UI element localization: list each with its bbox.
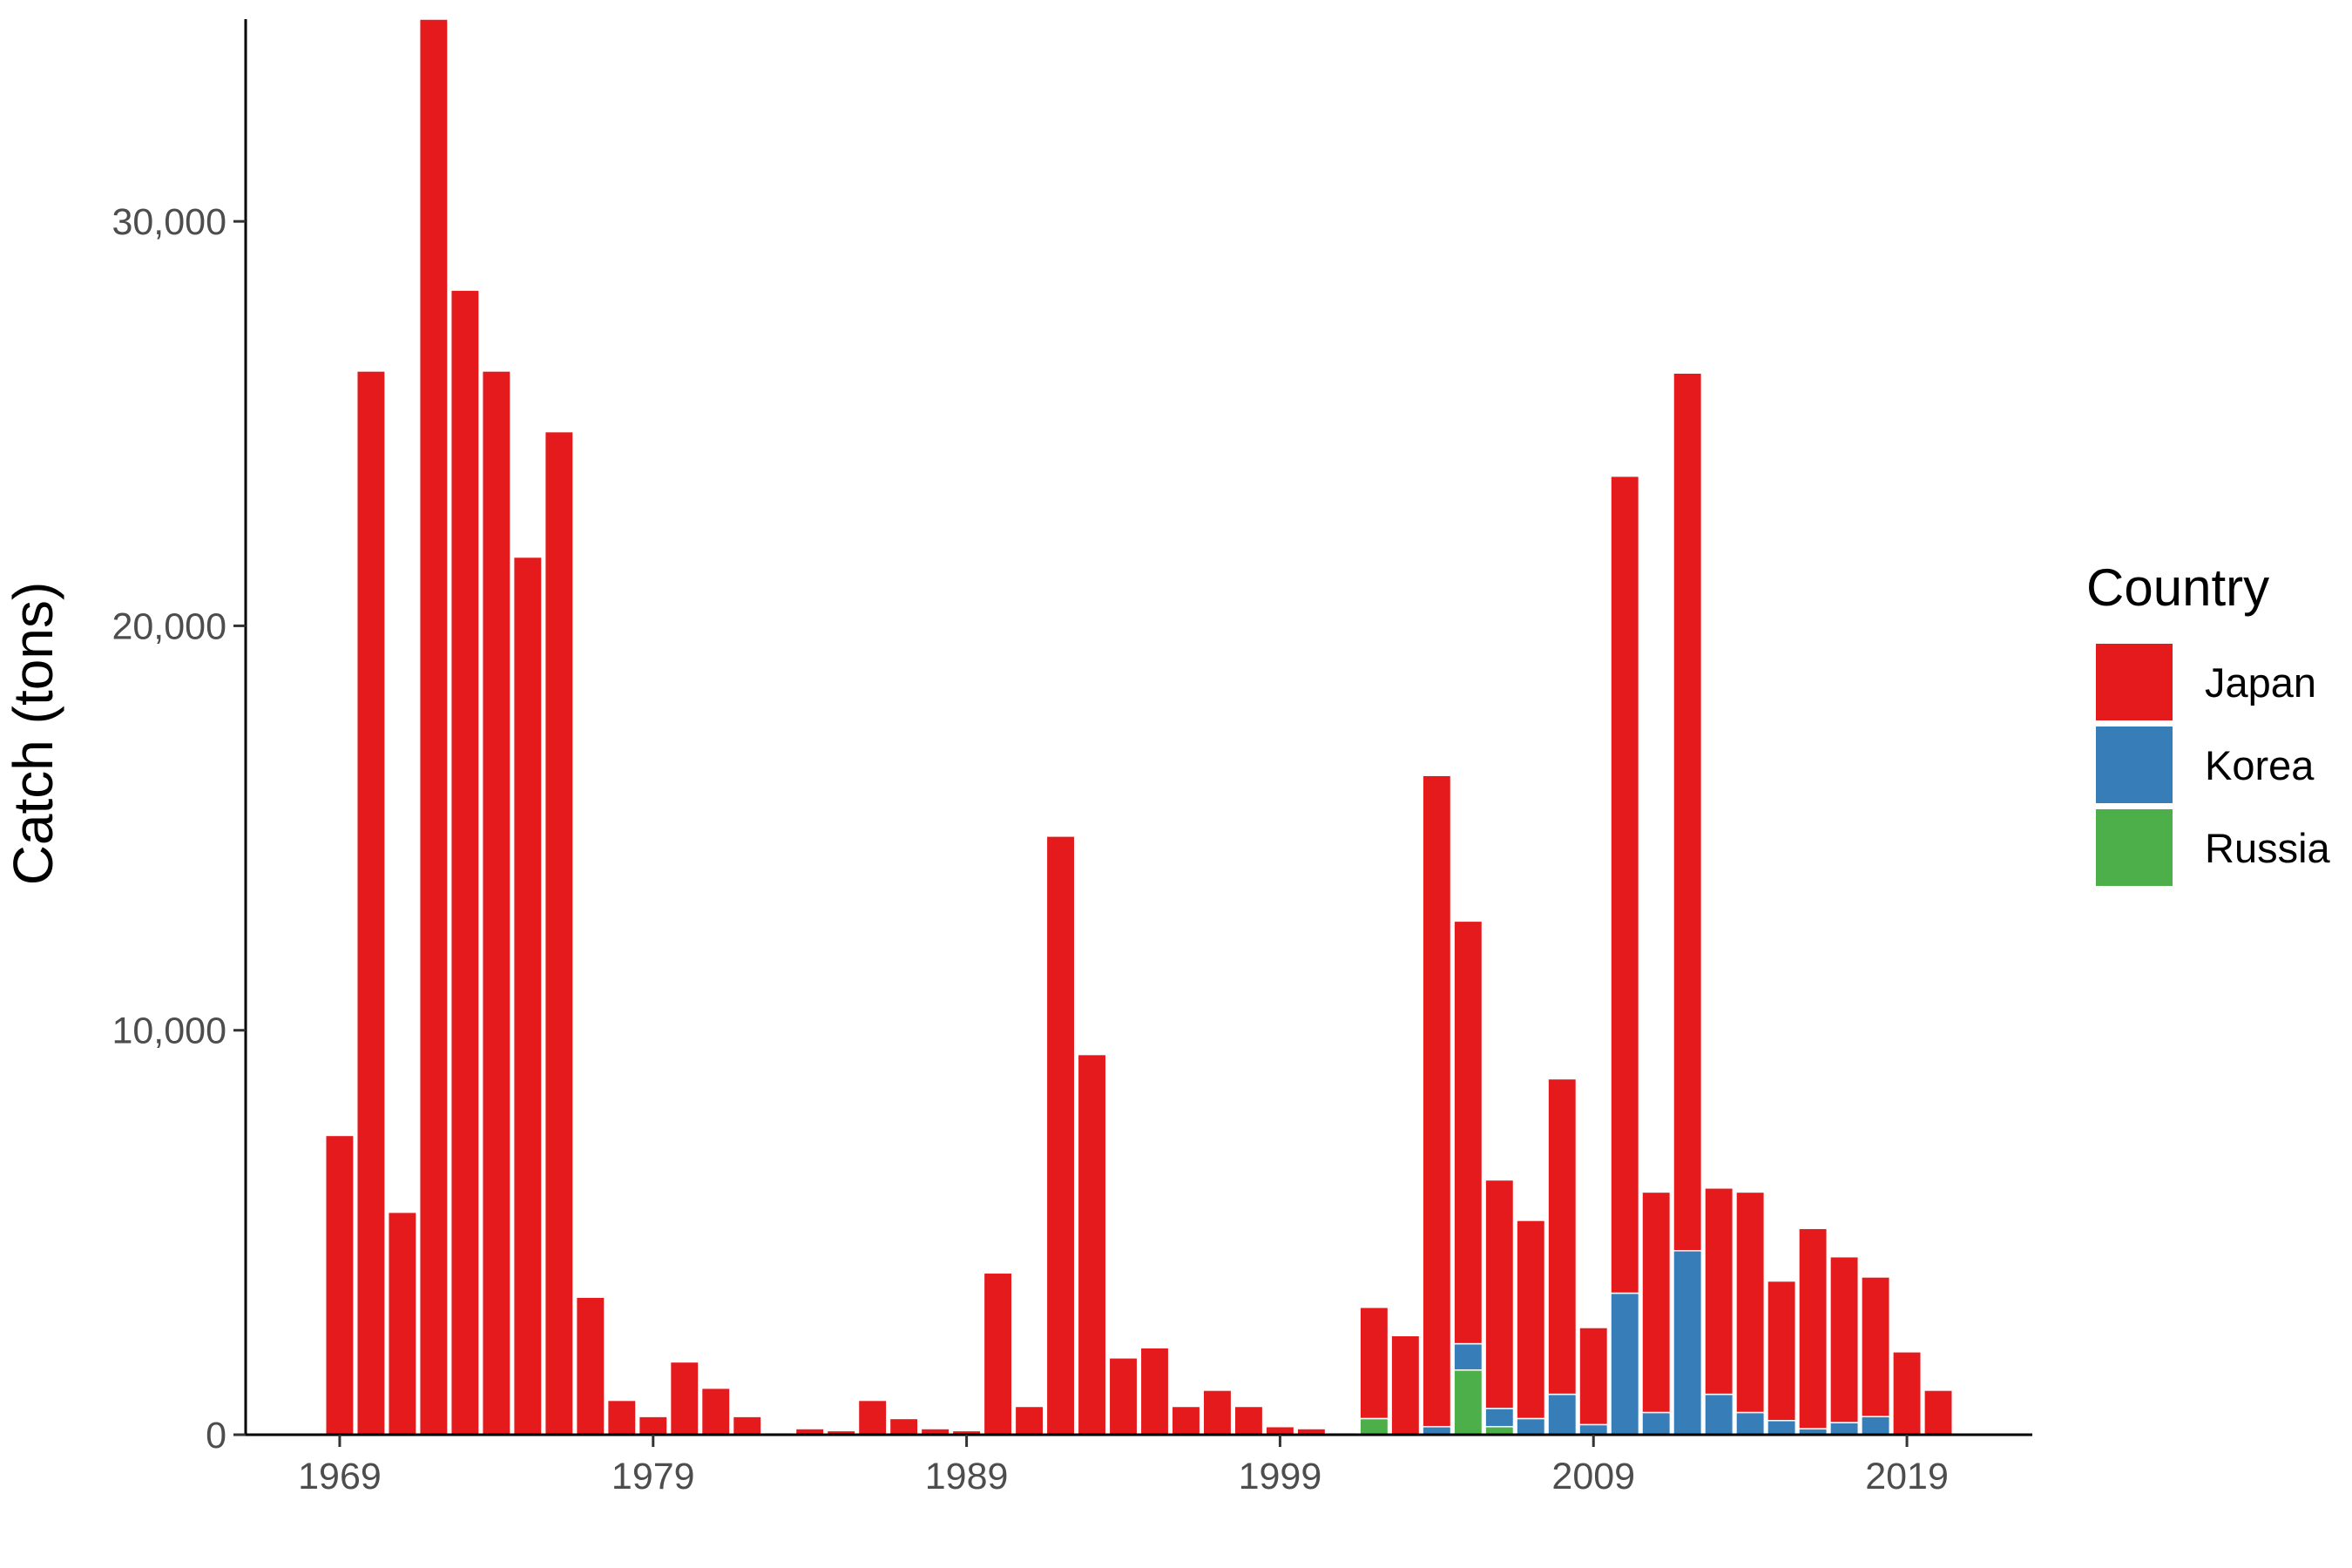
bar-japan-1973: [449, 289, 480, 1436]
bar-japan-1987: [889, 1417, 919, 1436]
bar-japan-1982: [732, 1416, 762, 1436]
bar-japan-1993: [1077, 1053, 1107, 1436]
bar-japan-1971: [387, 1211, 417, 1436]
bar-russia-2002: [1359, 1417, 1389, 1436]
legend-key-russia: [2094, 808, 2174, 888]
bar-japan-2015: [1767, 1280, 1797, 1422]
bar-japan-1972: [418, 18, 449, 1436]
bar-japan-2014: [1735, 1191, 1766, 1414]
legend-key-japan: [2094, 642, 2174, 722]
bar-korea-2015: [1767, 1420, 1797, 1436]
bar-russia-2005: [1453, 1369, 1484, 1436]
x-tick-label-1999: 1999: [1239, 1456, 1322, 1497]
bar-japan-2002: [1359, 1307, 1389, 1420]
bar-japan-2016: [1798, 1227, 1828, 1429]
bar-japan-1969: [325, 1134, 355, 1436]
x-tick-label-1979: 1979: [612, 1456, 695, 1497]
bar-japan-1976: [544, 430, 574, 1436]
axes-group: [244, 19, 2032, 1436]
y-axis-title: Catch (tons): [2, 582, 64, 886]
x-tick-label-2019: 2019: [1865, 1456, 1949, 1497]
bar-korea-2018: [1861, 1416, 1891, 1436]
bar-korea-2011: [1641, 1411, 1672, 1436]
bar-japan-1997: [1202, 1389, 1233, 1436]
legend-key-korea: [2094, 725, 2174, 805]
bar-korea-2012: [1673, 1250, 1703, 1436]
bar-korea-2014: [1735, 1411, 1766, 1436]
bar-korea-2009: [1578, 1423, 1609, 1436]
legend-label-russia: Russia: [2205, 825, 2331, 871]
x-tick-label-1969: 1969: [298, 1456, 382, 1497]
y-tick-label-10000: 10,000: [112, 1010, 226, 1052]
bar-japan-1981: [700, 1387, 731, 1436]
bar-japan-2019: [1892, 1351, 1923, 1436]
bar-japan-2010: [1610, 475, 1640, 1294]
bar-korea-2008: [1547, 1393, 1578, 1436]
bar-korea-2013: [1704, 1393, 1734, 1436]
y-tick-label-30000: 30,000: [112, 201, 226, 243]
bar-japan-1979: [638, 1416, 668, 1436]
bar-japan-1995: [1139, 1347, 1170, 1436]
legend-title: Country: [2086, 558, 2269, 617]
bar-japan-2007: [1516, 1220, 1546, 1420]
bar-japan-1970: [355, 370, 386, 1436]
bar-japan-2011: [1641, 1191, 1672, 1414]
bar-japan-2020: [1923, 1389, 1953, 1436]
x-tick-label-2009: 2009: [1551, 1456, 1635, 1497]
bar-korea-2006: [1484, 1408, 1515, 1428]
bar-japan-1994: [1108, 1357, 1139, 1436]
bar-japan-2008: [1547, 1078, 1578, 1396]
bar-japan-1978: [606, 1399, 637, 1436]
bar-japan-1986: [857, 1399, 888, 1436]
bar-japan-2003: [1390, 1335, 1421, 1436]
legend: Country Japan Korea Russia: [2086, 558, 2331, 888]
bar-japan-1990: [983, 1272, 1013, 1436]
bars-group: [325, 18, 1953, 1436]
bar-japan-1974: [481, 370, 511, 1436]
x-tick-label-1989: 1989: [925, 1456, 1009, 1497]
bar-korea-2007: [1516, 1417, 1546, 1436]
bar-japan-2012: [1673, 372, 1703, 1252]
bar-japan-2006: [1484, 1179, 1515, 1409]
bar-japan-1980: [669, 1361, 700, 1436]
bar-japan-2017: [1829, 1255, 1860, 1423]
y-tick-label-20000: 20,000: [112, 605, 226, 647]
bar-japan-1975: [512, 556, 543, 1436]
y-tick-label-0: 0: [206, 1415, 226, 1456]
bar-japan-1977: [575, 1296, 605, 1436]
bar-korea-2017: [1829, 1422, 1860, 1436]
bar-korea-2010: [1610, 1292, 1640, 1436]
bar-japan-2018: [1861, 1276, 1891, 1417]
bar-japan-2009: [1578, 1327, 1609, 1426]
ticks-group: 1969 1979 1989 1999 2009 2019 0 10,000 20,000 30,…: [112, 201, 1948, 1497]
legend-label-korea: Korea: [2205, 742, 2315, 788]
bar-japan-1992: [1045, 835, 1076, 1436]
bar-japan-1996: [1171, 1405, 1201, 1436]
bar-japan-2004: [1422, 774, 1452, 1428]
bar-japan-2005: [1453, 920, 1484, 1345]
bar-korea-2005: [1453, 1342, 1484, 1371]
bar-japan-1991: [1014, 1405, 1044, 1436]
bar-japan-2013: [1704, 1187, 1734, 1396]
legend-label-japan: Japan: [2205, 659, 2316, 706]
bar-japan-1998: [1233, 1405, 1264, 1436]
